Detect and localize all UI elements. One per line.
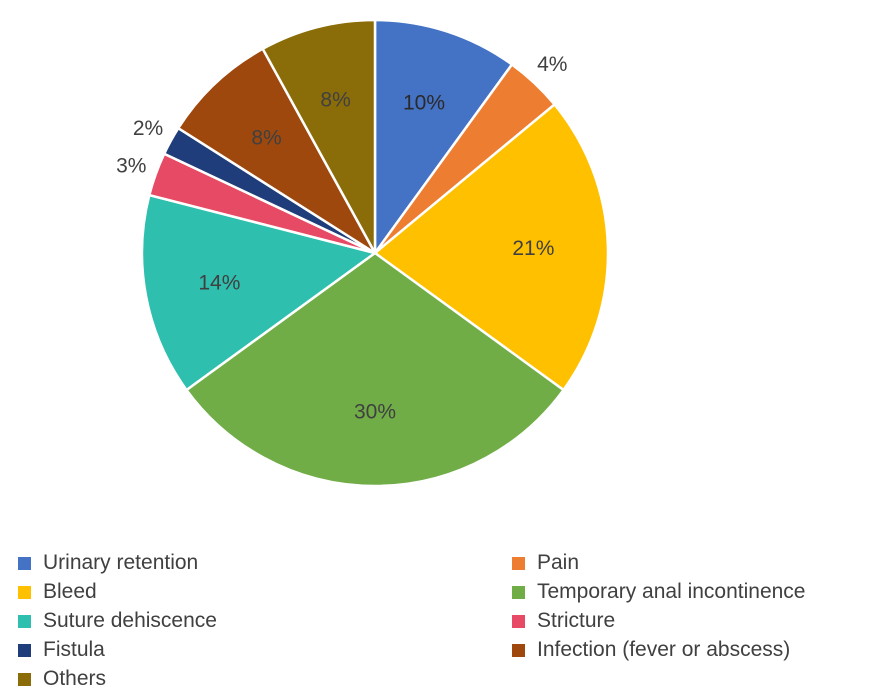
pie-slice-infection-fever-or-abscess (176, 47, 377, 255)
legend-label: Others (43, 667, 107, 690)
data-label-others: 8% (320, 89, 350, 112)
legend-label: Stricture (537, 609, 616, 632)
pie-slice-others (261, 18, 377, 254)
legend-item-infection-fever-or-abscess: Infection (fever or abscess) (512, 636, 790, 664)
data-label-infection-fever-or-abscess: 8% (251, 127, 281, 150)
legend-label: Pain (537, 551, 580, 574)
legend-swatch (512, 643, 525, 657)
legend-swatch (18, 614, 31, 628)
legend-item-fistula: Fistula (18, 636, 105, 664)
data-label-suture-dehiscence: 14% (198, 272, 240, 295)
legend-item-others: Others (18, 665, 106, 693)
data-label-temporary-anal-incontinence: 30% (354, 400, 396, 423)
legend-label: Suture dehiscence (43, 609, 217, 632)
legend-swatch (512, 556, 525, 570)
legend-item-bleed: Bleed (18, 578, 97, 606)
legend: Urinary retention Pain Bleed Temporary anal… (0, 549, 886, 694)
legend-item-suture-dehiscence: Suture dehiscence (18, 607, 217, 635)
legend-label: Fistula (43, 638, 105, 661)
legend-item-pain: Pain (512, 549, 579, 577)
legend-label: Bleed (43, 580, 97, 603)
data-label-urinary-retention: 10% (403, 91, 445, 114)
legend-label: Temporary anal incontinence (537, 580, 806, 603)
data-label-fistula: 2% (133, 117, 163, 140)
legend-swatch (18, 672, 31, 686)
legend-label: Urinary retention (43, 551, 199, 574)
legend-label: Infection (fever or abscess) (537, 638, 791, 661)
legend-item-urinary-retention: Urinary retention (18, 549, 198, 577)
pie-slice-bleed (372, 102, 610, 392)
legend-swatch (512, 585, 525, 599)
legend-swatch (512, 614, 525, 628)
pie-slice-suture-dehiscence (140, 193, 378, 392)
legend-item-temporary-anal-incontinence: Temporary anal incontinence (512, 578, 806, 606)
legend-item-stricture: Stricture (512, 607, 615, 635)
legend-swatch (18, 643, 31, 657)
legend-swatch (18, 556, 31, 570)
pie-slice-temporary-anal-incontinence (184, 251, 566, 488)
data-label-bleed: 21% (512, 237, 554, 260)
pie-chart: 10% 4% 21% 30% 14% 3% 2% 8% 8% (116, 18, 610, 488)
legend-swatch (18, 585, 31, 599)
data-label-stricture: 3% (116, 154, 146, 177)
data-label-pain: 4% (537, 53, 567, 76)
pie-slice-urinary-retention (373, 18, 514, 257)
